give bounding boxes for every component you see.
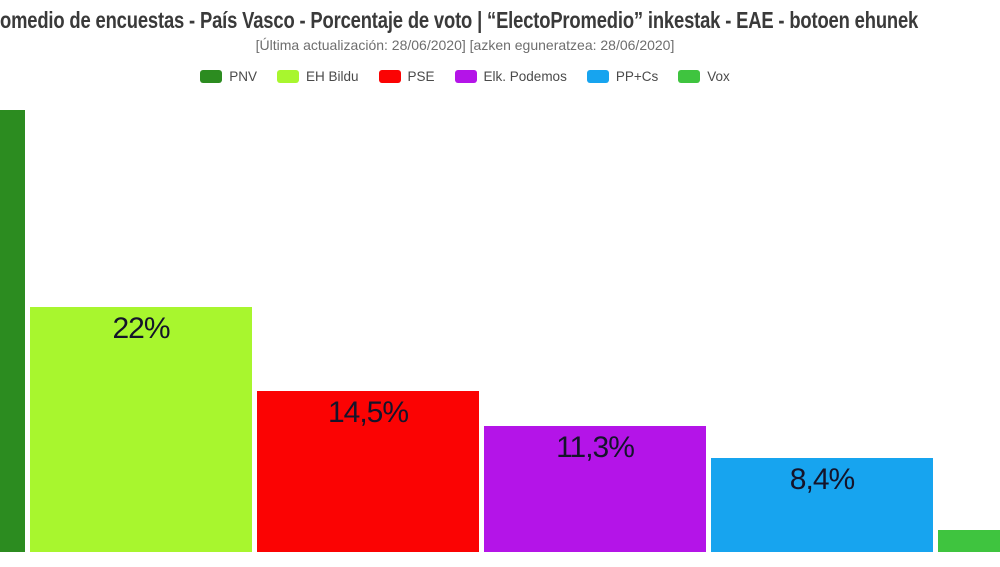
legend-label: PSE [407,69,435,84]
legend-swatch-pnv [200,70,223,83]
legend-item-pp-cs[interactable]: PP+Cs [586,69,659,84]
chart-title: omedio de encuestas - País Vasco - Porce… [0,7,919,33]
bar-value-label-eh-bildu: 22% [112,312,170,345]
legend-swatch-pse [378,70,401,83]
bar-value-label-elk-podemos: 11,3% [556,431,635,465]
legend-swatch-vox [678,70,701,83]
bar-pp-cs[interactable]: 8,4% [711,458,933,552]
legend-label: PP+Cs [615,69,659,84]
legend-item-elk-podemos[interactable]: Elk. Podemos [454,69,567,84]
legend-label: EH Bildu [305,69,359,84]
legend-item-pse[interactable]: PSE [378,69,435,84]
legend-item-eh-bildu[interactable]: EH Bildu [276,69,359,84]
bar-pse[interactable]: 14,5% [257,390,479,552]
bar-elk-podemos[interactable]: 11,3% [484,426,706,552]
legend-label: PNV [229,69,257,84]
chart-legend: PNV EH Bildu PSE Elk. Podemos PP+Cs Vox [0,69,930,84]
bar-value-label-pse: 14,5% [327,395,409,429]
bar-eh-bildu[interactable]: 22% [30,307,252,552]
legend-swatch-pp-cs [586,70,609,83]
legend-swatch-eh-bildu [276,70,299,83]
legend-item-vox[interactable]: Vox [678,69,730,84]
legend-label: Elk. Podemos [483,69,567,84]
bar-value-label-pp-cs: 8,4% [789,463,855,497]
legend-item-pnv[interactable]: PNV [200,69,257,84]
chart-subtitle: [Última actualización: 28/06/2020] [azke… [255,37,675,53]
legend-swatch-elk-podemos [454,70,477,83]
legend-label: Vox [707,69,730,84]
bar-vox[interactable] [938,529,1000,552]
bar-pnv[interactable] [0,109,25,552]
